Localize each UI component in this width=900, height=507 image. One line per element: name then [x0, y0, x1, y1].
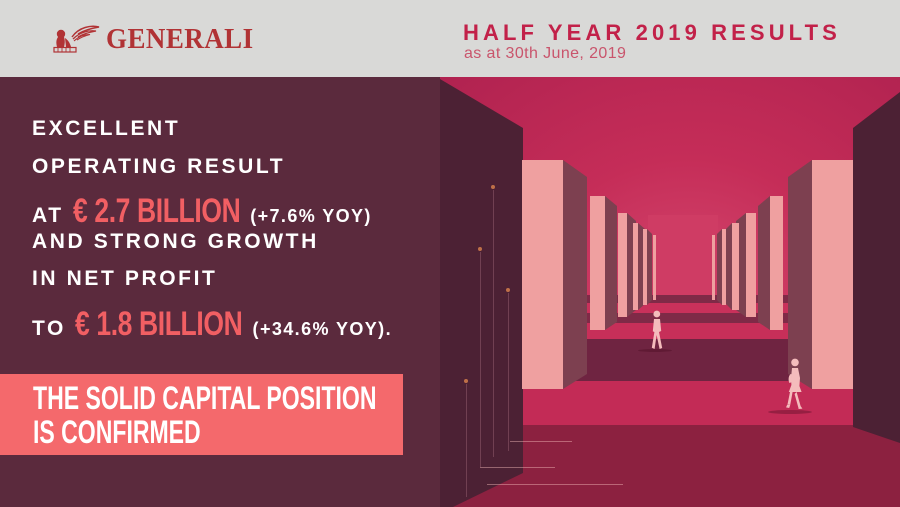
wall-dot-icon	[478, 247, 482, 251]
column-side	[736, 213, 746, 317]
brand-wordmark: GENERALI	[106, 22, 254, 55]
column-side	[638, 223, 645, 310]
left-wall	[440, 79, 523, 507]
walking-person-icon	[651, 310, 663, 349]
as-at-date: as at 30th June, 2019	[464, 45, 627, 62]
wall-line	[480, 252, 481, 467]
wall-line	[493, 190, 494, 457]
wall-dot-icon	[491, 185, 495, 189]
column-side	[726, 223, 732, 310]
corridor-far-wall	[648, 215, 718, 300]
wall-dot-icon	[506, 288, 510, 292]
floor-line	[480, 467, 555, 468]
column	[522, 160, 563, 389]
column-side	[758, 196, 770, 330]
banner-line-1: THE SOLID CAPITAL POSITION	[33, 380, 377, 416]
column-side	[647, 229, 652, 305]
wall-line	[508, 293, 509, 451]
figure-shadow	[768, 410, 812, 414]
column-side	[563, 160, 587, 389]
figure-shadow	[638, 349, 672, 352]
banner-line-2: IS CONFIRMED	[33, 414, 201, 450]
wall-dot-icon	[464, 379, 468, 383]
corridor-illustration	[440, 77, 900, 507]
column	[770, 196, 783, 330]
statement-line-4: AND STRONG GROWTH	[32, 229, 319, 253]
column	[653, 235, 656, 300]
results-panel: EXCELLENT OPERATING RESULT AT € 2.7 BILL…	[0, 77, 440, 507]
generali-logo: GENERALI	[52, 18, 265, 60]
capital-position-banner: THE SOLID CAPITAL POSITION IS CONFIRMED	[0, 374, 403, 455]
column	[732, 223, 739, 310]
statement-line-6-prefix: TO	[32, 316, 66, 340]
floor-line	[487, 484, 623, 485]
wall-line	[466, 384, 467, 497]
column	[590, 196, 605, 330]
column	[643, 229, 647, 305]
net-profit-yoy: (+34.6% YOY).	[252, 318, 392, 339]
column-side	[627, 213, 636, 317]
floor-stripe	[440, 295, 900, 303]
statement-line-3-prefix: AT	[32, 204, 64, 227]
statement-line-5: IN NET PROFIT	[32, 267, 218, 290]
floor-stripe	[440, 313, 900, 323]
column-side	[605, 196, 617, 330]
results-statement: EXCELLENT OPERATING RESULT AT € 2.7 BILL…	[32, 117, 432, 343]
operating-result-yoy: (+7.6% YOY)	[250, 206, 372, 226]
walking-person-icon	[786, 358, 803, 409]
generali-winged-lion-icon	[53, 25, 100, 53]
net-profit-value: € 1.8 BILLION	[74, 304, 243, 343]
column	[618, 213, 627, 317]
right-wall	[853, 92, 900, 443]
column	[633, 223, 638, 310]
column	[722, 229, 726, 305]
page-title: HALF YEAR 2019 RESULTS	[463, 20, 841, 45]
statement-line-2: OPERATING RESULT	[32, 154, 286, 178]
column-side	[788, 160, 812, 389]
column	[812, 160, 853, 389]
column	[712, 235, 715, 300]
floor-line	[510, 441, 572, 442]
operating-result-value: € 2.7 BILLION	[72, 192, 241, 230]
column	[746, 213, 756, 317]
floor-stripe	[440, 303, 900, 313]
column-side	[717, 229, 722, 305]
statement-line-1: EXCELLENT	[32, 117, 181, 140]
header-bar: GENERALI HALF YEAR 2019 RESULTS as at 30…	[0, 0, 900, 77]
